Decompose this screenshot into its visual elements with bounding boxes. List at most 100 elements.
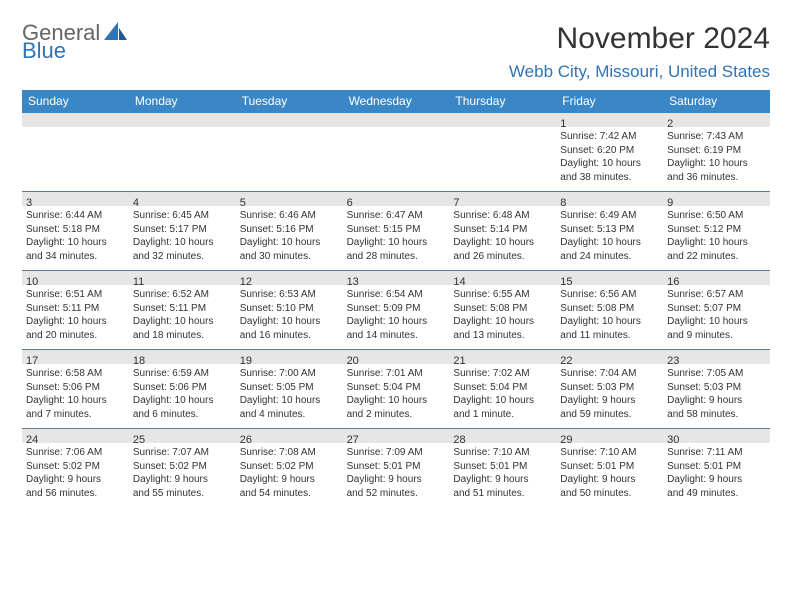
- cell-date-row: [343, 113, 450, 127]
- cell-date: 9: [667, 197, 673, 209]
- header: General Blue November 2024 Webb City, Mi…: [22, 22, 770, 82]
- cell-line: Sunrise: 6:55 AM: [453, 288, 552, 302]
- cell-line: and 55 minutes.: [133, 487, 232, 501]
- day-header: Friday: [556, 90, 663, 113]
- cell-line: and 51 minutes.: [453, 487, 552, 501]
- calendar-cell: 30Sunrise: 7:11 AMSunset: 5:01 PMDayligh…: [663, 429, 770, 507]
- cell-line: Sunrise: 6:57 AM: [667, 288, 766, 302]
- cell-date: 26: [240, 434, 252, 446]
- calendar-cell: 25Sunrise: 7:07 AMSunset: 5:02 PMDayligh…: [129, 429, 236, 507]
- cell-line: Daylight: 10 hours: [453, 236, 552, 250]
- cell-line: and 28 minutes.: [347, 250, 446, 264]
- cell-line: Sunrise: 6:45 AM: [133, 209, 232, 223]
- cell-date: 6: [347, 197, 353, 209]
- cell-line: Daylight: 9 hours: [667, 394, 766, 408]
- cell-date: 21: [453, 355, 465, 367]
- calendar-cell: 18Sunrise: 6:59 AMSunset: 5:06 PMDayligh…: [129, 350, 236, 428]
- calendar-cell: 21Sunrise: 7:02 AMSunset: 5:04 PMDayligh…: [449, 350, 556, 428]
- weeks-container: 1Sunrise: 7:42 AMSunset: 6:20 PMDaylight…: [22, 113, 770, 507]
- cell-line: and 11 minutes.: [560, 329, 659, 343]
- cell-line: Sunset: 6:19 PM: [667, 144, 766, 158]
- cell-line: and 26 minutes.: [453, 250, 552, 264]
- calendar-cell: 26Sunrise: 7:08 AMSunset: 5:02 PMDayligh…: [236, 429, 343, 507]
- cell-date-row: 3: [22, 192, 129, 206]
- cell-date-row: 25: [129, 429, 236, 443]
- cell-date: 18: [133, 355, 145, 367]
- cell-line: and 18 minutes.: [133, 329, 232, 343]
- calendar-cell: [449, 113, 556, 191]
- calendar-cell: 3Sunrise: 6:44 AMSunset: 5:18 PMDaylight…: [22, 192, 129, 270]
- calendar-cell: 9Sunrise: 6:50 AMSunset: 5:12 PMDaylight…: [663, 192, 770, 270]
- cell-line: and 50 minutes.: [560, 487, 659, 501]
- cell-date-row: 21: [449, 350, 556, 364]
- cell-date-row: 24: [22, 429, 129, 443]
- cell-line: and 9 minutes.: [667, 329, 766, 343]
- cell-line: Sunset: 5:11 PM: [26, 302, 125, 316]
- cell-line: Sunset: 5:06 PM: [26, 381, 125, 395]
- cell-line: Sunset: 5:03 PM: [560, 381, 659, 395]
- cell-line: Sunrise: 6:59 AM: [133, 367, 232, 381]
- cell-line: Sunset: 5:18 PM: [26, 223, 125, 237]
- cell-line: and 20 minutes.: [26, 329, 125, 343]
- cell-line: Daylight: 10 hours: [453, 315, 552, 329]
- calendar-cell: [22, 113, 129, 191]
- cell-line: Daylight: 9 hours: [133, 473, 232, 487]
- cell-line: Sunset: 5:14 PM: [453, 223, 552, 237]
- cell-date-row: 18: [129, 350, 236, 364]
- cell-line: Daylight: 9 hours: [560, 394, 659, 408]
- cell-line: Sunrise: 6:49 AM: [560, 209, 659, 223]
- cell-line: Sunset: 5:01 PM: [347, 460, 446, 474]
- cell-line: Daylight: 10 hours: [240, 394, 339, 408]
- cell-line: Sunrise: 7:05 AM: [667, 367, 766, 381]
- day-header: Monday: [129, 90, 236, 113]
- day-header: Wednesday: [343, 90, 450, 113]
- week-row: 3Sunrise: 6:44 AMSunset: 5:18 PMDaylight…: [22, 192, 770, 271]
- cell-date: 30: [667, 434, 679, 446]
- cell-line: Daylight: 10 hours: [347, 315, 446, 329]
- calendar-cell: 12Sunrise: 6:53 AMSunset: 5:10 PMDayligh…: [236, 271, 343, 349]
- cell-date-row: 16: [663, 271, 770, 285]
- cell-line: Sunset: 5:11 PM: [133, 302, 232, 316]
- cell-line: Sunrise: 7:11 AM: [667, 446, 766, 460]
- cell-line: and 14 minutes.: [347, 329, 446, 343]
- cell-line: Daylight: 10 hours: [26, 394, 125, 408]
- cell-date: 7: [453, 197, 459, 209]
- cell-line: Sunset: 5:16 PM: [240, 223, 339, 237]
- month-title: November 2024: [509, 22, 770, 56]
- day-header: Thursday: [449, 90, 556, 113]
- cell-line: Sunset: 5:01 PM: [560, 460, 659, 474]
- cell-line: Daylight: 10 hours: [133, 236, 232, 250]
- cell-line: Sunrise: 6:47 AM: [347, 209, 446, 223]
- calendar: SundayMondayTuesdayWednesdayThursdayFrid…: [22, 90, 770, 507]
- cell-line: and 38 minutes.: [560, 171, 659, 185]
- cell-line: Sunset: 5:04 PM: [453, 381, 552, 395]
- cell-line: Sunrise: 7:00 AM: [240, 367, 339, 381]
- cell-line: and 52 minutes.: [347, 487, 446, 501]
- cell-line: Sunset: 5:12 PM: [667, 223, 766, 237]
- cell-line: and 56 minutes.: [26, 487, 125, 501]
- calendar-cell: 24Sunrise: 7:06 AMSunset: 5:02 PMDayligh…: [22, 429, 129, 507]
- cell-line: Daylight: 10 hours: [560, 157, 659, 171]
- cell-date: 28: [453, 434, 465, 446]
- cell-line: Daylight: 10 hours: [347, 236, 446, 250]
- cell-date: 10: [26, 276, 38, 288]
- cell-date-row: 13: [343, 271, 450, 285]
- cell-date: 2: [667, 118, 673, 130]
- cell-line: Sunset: 5:07 PM: [667, 302, 766, 316]
- calendar-cell: 19Sunrise: 7:00 AMSunset: 5:05 PMDayligh…: [236, 350, 343, 428]
- cell-date: 13: [347, 276, 359, 288]
- cell-date: 24: [26, 434, 38, 446]
- logo-text-blue: Blue: [22, 40, 128, 62]
- cell-line: and 32 minutes.: [133, 250, 232, 264]
- cell-line: and 16 minutes.: [240, 329, 339, 343]
- cell-line: Sunrise: 6:46 AM: [240, 209, 339, 223]
- cell-line: and 13 minutes.: [453, 329, 552, 343]
- cell-line: Daylight: 10 hours: [560, 315, 659, 329]
- cell-date-row: 7: [449, 192, 556, 206]
- cell-line: Sunrise: 7:43 AM: [667, 130, 766, 144]
- cell-line: Sunrise: 7:08 AM: [240, 446, 339, 460]
- calendar-cell: 20Sunrise: 7:01 AMSunset: 5:04 PMDayligh…: [343, 350, 450, 428]
- cell-line: Sunrise: 7:10 AM: [560, 446, 659, 460]
- calendar-cell: 10Sunrise: 6:51 AMSunset: 5:11 PMDayligh…: [22, 271, 129, 349]
- cell-line: Sunset: 5:13 PM: [560, 223, 659, 237]
